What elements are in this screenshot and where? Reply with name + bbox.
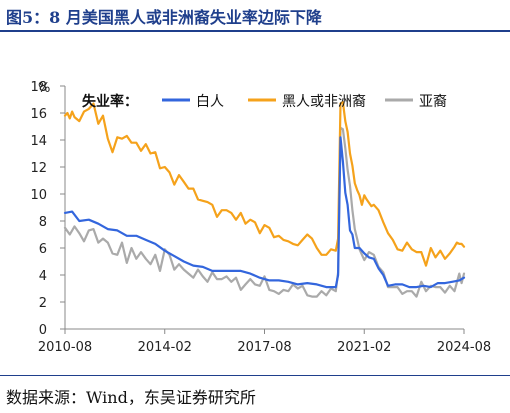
legend-title: 失业率： xyxy=(82,93,138,110)
y-tick-label: 6 xyxy=(39,242,47,257)
y-tick-label: 18 xyxy=(30,80,47,95)
y-tick-label: 0 xyxy=(39,323,47,338)
chart-legend: 失业率： 白人 黑人或非洲裔 亚裔 xyxy=(82,93,447,110)
figure-title: 图5：8 月美国黑人或非洲裔失业率边际下降 xyxy=(6,8,322,27)
y-tick-label: 2 xyxy=(39,296,47,311)
legend-label: 黑人或非洲裔 xyxy=(282,93,366,110)
y-tick-label: 12 xyxy=(30,161,47,176)
chart-axes: % 0 2 4 6 8 10 12 14 16 18 2010-08 2014-02 2017-08 202… xyxy=(30,80,491,355)
y-tick-label: 10 xyxy=(30,188,47,203)
legend-label: 亚裔 xyxy=(419,93,447,110)
series-line-亚裔 xyxy=(63,126,466,298)
y-tick-label: 14 xyxy=(30,134,47,149)
x-tick-label: 2017-08 xyxy=(237,340,291,355)
x-tick-label: 2014-02 xyxy=(138,340,192,355)
series-layer xyxy=(63,101,466,298)
legend-label: 白人 xyxy=(196,94,224,110)
y-tick-label: 4 xyxy=(39,269,47,284)
x-tick-label: 2021-02 xyxy=(337,340,391,355)
data-source: 数据来源：Wind，东吴证券研究所 xyxy=(6,388,256,407)
series-line-白人 xyxy=(63,136,466,289)
x-tick-label: 2010-08 xyxy=(38,340,92,355)
title-divider xyxy=(0,30,510,32)
y-tick-label: 8 xyxy=(39,215,47,230)
x-tick-label: 2024-08 xyxy=(437,340,491,355)
y-unit-label: % xyxy=(38,81,50,96)
series-line-黑人或非洲裔 xyxy=(63,101,466,267)
source-divider xyxy=(0,375,510,376)
y-tick-label: 16 xyxy=(30,107,47,122)
